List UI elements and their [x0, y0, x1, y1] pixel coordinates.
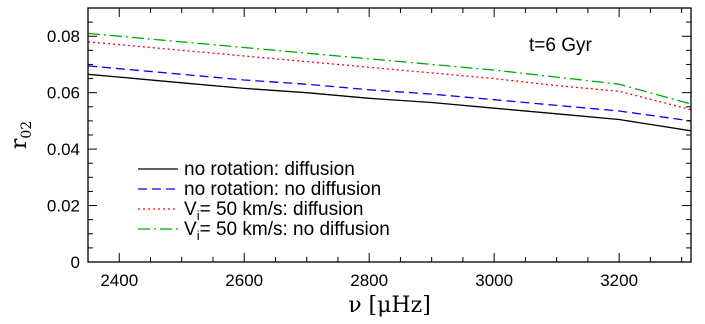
y-axis-label-subscript: 02	[19, 121, 35, 139]
series-line-3	[87, 32, 692, 105]
y-axis-label: r02	[7, 121, 35, 149]
series-line-0	[87, 73, 692, 132]
y-tick-label: 0.04	[47, 140, 80, 159]
y-tick-label: 0	[71, 253, 80, 272]
time-annotation: t=6 Gyr	[529, 35, 592, 56]
x-tick-label: 3200	[600, 271, 638, 290]
legend-label: no rotation: diffusion	[184, 159, 355, 180]
tick-label-layer: 2400 2600 2800 3000 3200 0 0.02 0.04 0.06 0.08	[47, 27, 638, 290]
x-axis-label: ν [μHz]	[348, 293, 431, 318]
y-tick-label: 0.08	[47, 27, 80, 46]
legend-label: Vi= 50 km/s: diffusion	[184, 199, 363, 223]
tick-layer	[87, 8, 691, 263]
y-tick-label: 0.02	[47, 197, 80, 216]
x-tick-label: 2400	[100, 271, 138, 290]
x-tick-label: 2600	[225, 271, 263, 290]
series-layer	[87, 32, 692, 132]
y-tick-label: 0.06	[47, 84, 80, 103]
x-tick-label: 3000	[475, 271, 513, 290]
y-axis-label-main: r	[7, 138, 32, 149]
legend-label: no rotation: no diffusion	[184, 179, 381, 200]
series-line-2	[87, 41, 692, 111]
series-line-1	[87, 65, 692, 122]
legend-label: Vi= 50 km/s: no diffusion	[184, 219, 390, 243]
x-tick-label: 2800	[350, 271, 388, 290]
